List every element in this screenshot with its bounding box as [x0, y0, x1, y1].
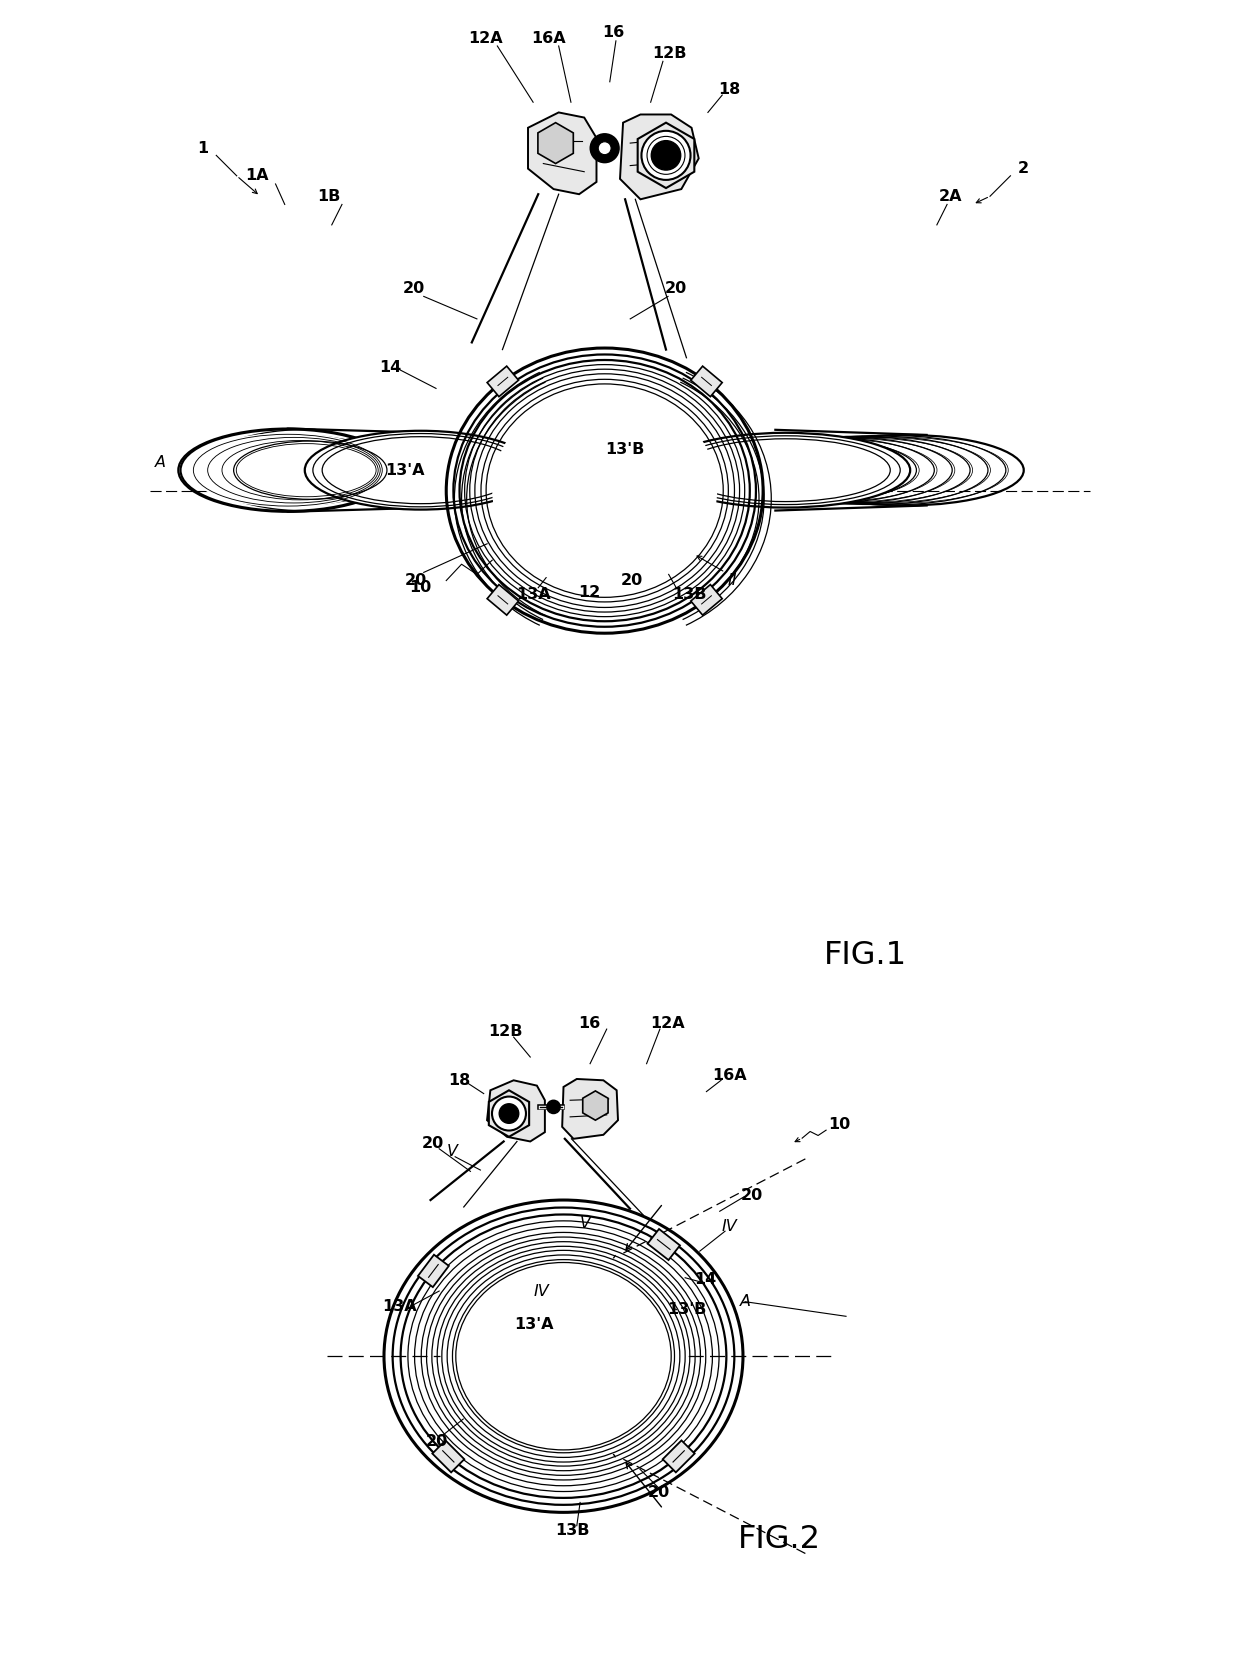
Polygon shape	[647, 1228, 680, 1260]
Text: 16A: 16A	[531, 32, 565, 47]
Text: 20: 20	[427, 1434, 449, 1449]
Circle shape	[590, 135, 619, 163]
Text: 16: 16	[601, 25, 624, 40]
Text: 13'B: 13'B	[667, 1301, 706, 1318]
Text: IV: IV	[722, 1218, 738, 1235]
Text: II: II	[728, 573, 738, 588]
Text: V: V	[446, 1143, 458, 1158]
Ellipse shape	[305, 430, 537, 510]
Text: 20: 20	[403, 281, 424, 296]
Circle shape	[651, 141, 681, 170]
Text: 1A: 1A	[246, 168, 269, 183]
Polygon shape	[691, 366, 722, 397]
Circle shape	[500, 1104, 518, 1124]
Text: 18: 18	[718, 83, 740, 98]
Polygon shape	[487, 585, 518, 615]
Polygon shape	[691, 585, 722, 615]
Circle shape	[547, 1100, 560, 1114]
Text: 1: 1	[197, 141, 208, 156]
Text: 12A: 12A	[651, 1015, 686, 1032]
Text: 16A: 16A	[712, 1069, 746, 1084]
Text: 2A: 2A	[939, 189, 962, 204]
Text: 1B: 1B	[317, 189, 341, 204]
Text: 12A: 12A	[467, 32, 502, 47]
Circle shape	[641, 131, 691, 179]
Text: 12: 12	[578, 585, 600, 600]
Ellipse shape	[661, 432, 910, 507]
Ellipse shape	[456, 1263, 671, 1449]
Polygon shape	[620, 115, 698, 199]
Text: IV: IV	[533, 1283, 549, 1298]
Text: 13'B: 13'B	[605, 442, 645, 457]
Polygon shape	[418, 1255, 449, 1286]
Text: 13A: 13A	[516, 587, 551, 602]
Circle shape	[492, 1097, 526, 1130]
Circle shape	[598, 141, 611, 155]
Text: 14: 14	[379, 361, 402, 376]
Text: 20: 20	[404, 573, 427, 588]
Text: 10: 10	[828, 1117, 851, 1132]
Text: 13'A: 13'A	[386, 462, 425, 477]
Text: 20: 20	[740, 1188, 763, 1203]
Text: A: A	[739, 1295, 750, 1310]
Polygon shape	[487, 366, 518, 397]
Text: 2: 2	[1018, 161, 1029, 176]
Text: 13B: 13B	[554, 1522, 589, 1537]
Text: 12B: 12B	[652, 45, 686, 60]
Ellipse shape	[673, 440, 873, 500]
Text: 13'A: 13'A	[513, 1316, 553, 1331]
Text: FIG.1: FIG.1	[823, 941, 906, 971]
Ellipse shape	[188, 432, 387, 507]
Text: 14: 14	[694, 1271, 717, 1288]
Text: 12B: 12B	[489, 1024, 523, 1039]
Polygon shape	[487, 1080, 544, 1142]
Text: 18: 18	[448, 1072, 470, 1089]
Text: 13A: 13A	[382, 1298, 417, 1315]
Text: V: V	[580, 1215, 591, 1232]
Ellipse shape	[440, 1250, 687, 1463]
Text: A: A	[155, 454, 166, 469]
Text: 13B: 13B	[672, 587, 707, 602]
Text: 20: 20	[621, 573, 644, 588]
Text: 10: 10	[409, 580, 432, 595]
Text: 16: 16	[578, 1015, 600, 1032]
Polygon shape	[562, 1079, 618, 1138]
Text: FIG.2: FIG.2	[738, 1524, 821, 1554]
Text: 20: 20	[665, 281, 687, 296]
Polygon shape	[662, 1441, 694, 1473]
Ellipse shape	[492, 389, 717, 592]
Text: 20: 20	[422, 1135, 444, 1152]
Polygon shape	[433, 1441, 464, 1473]
Polygon shape	[528, 113, 596, 194]
Text: 20: 20	[647, 1484, 670, 1501]
